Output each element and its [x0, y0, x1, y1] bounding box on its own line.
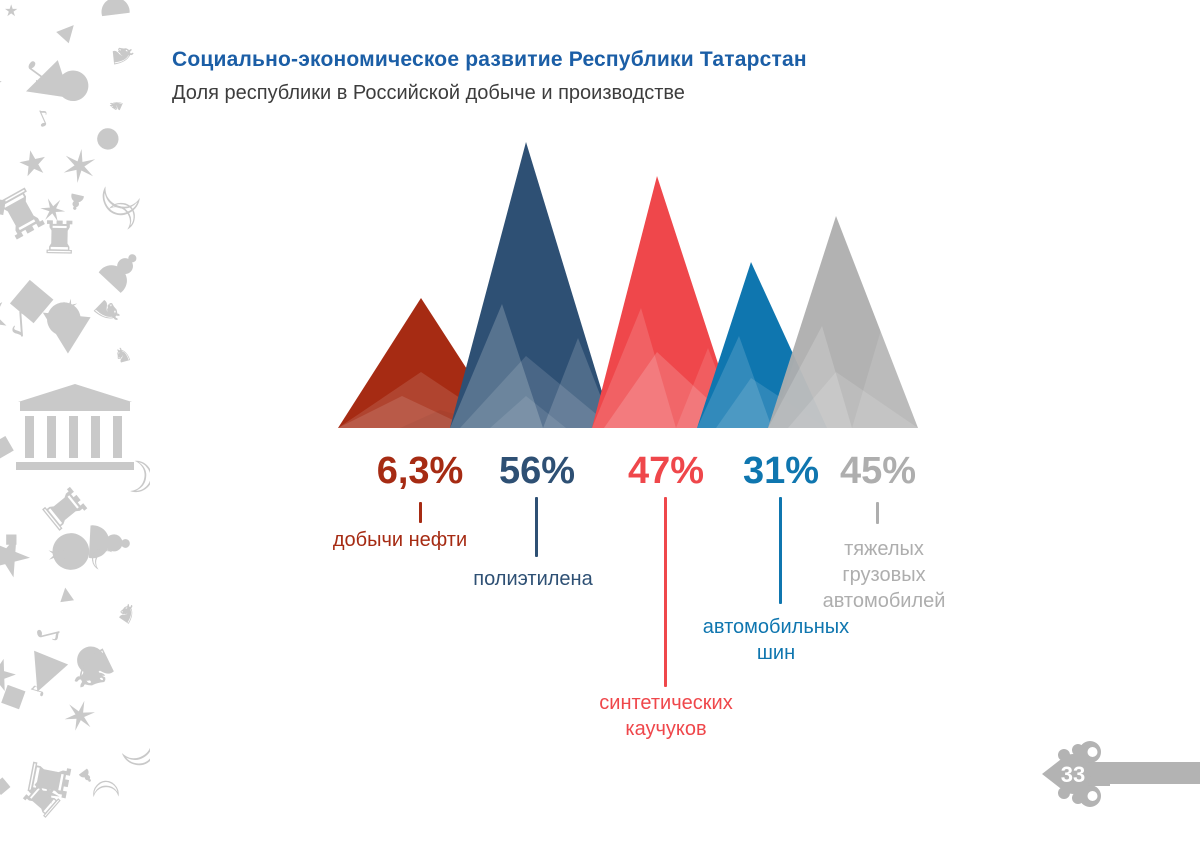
footer-bar [1097, 762, 1200, 784]
category-label-polyethylene: полиэтилена [473, 568, 593, 590]
sidebar-glyph: ♟ [75, 516, 141, 569]
sidebar-glyph: ◆ [0, 773, 12, 800]
mountain-trucks [768, 216, 918, 428]
sidebar-decoration: ★✶♞●◆▲☽♪★✶♞♜●◆▲☽♪♟★♞♜●◆▲☽♪♟★✶♞♜●◆▲☽♟★✶♞♜… [0, 0, 150, 830]
value-label-trucks: 45% [839, 450, 917, 492]
category-label-tires: автомобильных шин [702, 616, 850, 664]
sidebar-glyph: ☽ [87, 777, 128, 809]
page-title: Социально-экономическое развитие Республ… [172, 48, 807, 71]
sidebar-glyph: ♪ [7, 299, 34, 345]
building-icon [16, 384, 134, 470]
sidebar-glyph: ♟ [64, 188, 88, 216]
sidebar-glyph: ♞ [111, 341, 135, 369]
sidebar-glyph: ☽ [113, 450, 150, 505]
category-label-oil: добычи нефти [332, 529, 468, 551]
leader-line-trucks [876, 502, 879, 524]
leader-line-rubber [664, 497, 667, 687]
sidebar-glyph: ♪ [27, 683, 50, 700]
page-number: 33 [1061, 762, 1085, 787]
sidebar-glyph: ♜ [39, 211, 80, 265]
sidebar-glyph: ▲ [58, 582, 75, 605]
sidebar-glyph: ♜ [13, 751, 82, 809]
sidebar-glyph: ◆ [0, 431, 21, 463]
category-label-trucks: тяжелых грузовых автомобилей [822, 538, 946, 612]
sidebar-glyph: ✶ [46, 539, 68, 569]
page-subtitle: Доля республики в Российской добыче и пр… [172, 82, 685, 104]
sidebar-glyph: ✶ [32, 194, 74, 226]
curl-hole-bottom [1087, 791, 1098, 801]
leader-line-polyethylene [535, 497, 538, 557]
mountain-polyethylene [450, 142, 613, 428]
leader-line-oil [419, 502, 422, 523]
value-label-polyethylene: 56% [498, 450, 576, 492]
sidebar-glyph: ● [39, 530, 96, 574]
sidebar-glyph: ◆ [1, 276, 71, 326]
page-number-ornament: 33 [1042, 741, 1110, 807]
curl-hole-top [1087, 747, 1098, 757]
category-label-rubber: синтетических каучуков [599, 692, 733, 740]
sidebar-glyph: ♞ [105, 41, 140, 69]
leader-line-tires [779, 497, 782, 604]
value-label-oil: 6,3% [376, 450, 464, 492]
value-label-tires: 31% [742, 450, 820, 492]
sidebar-glyph: ♞ [104, 95, 127, 116]
value-label-rubber: 47% [627, 450, 705, 492]
sidebar-glyph: ★ [4, 1, 18, 20]
sidebar-glyph: ♟ [90, 0, 139, 29]
